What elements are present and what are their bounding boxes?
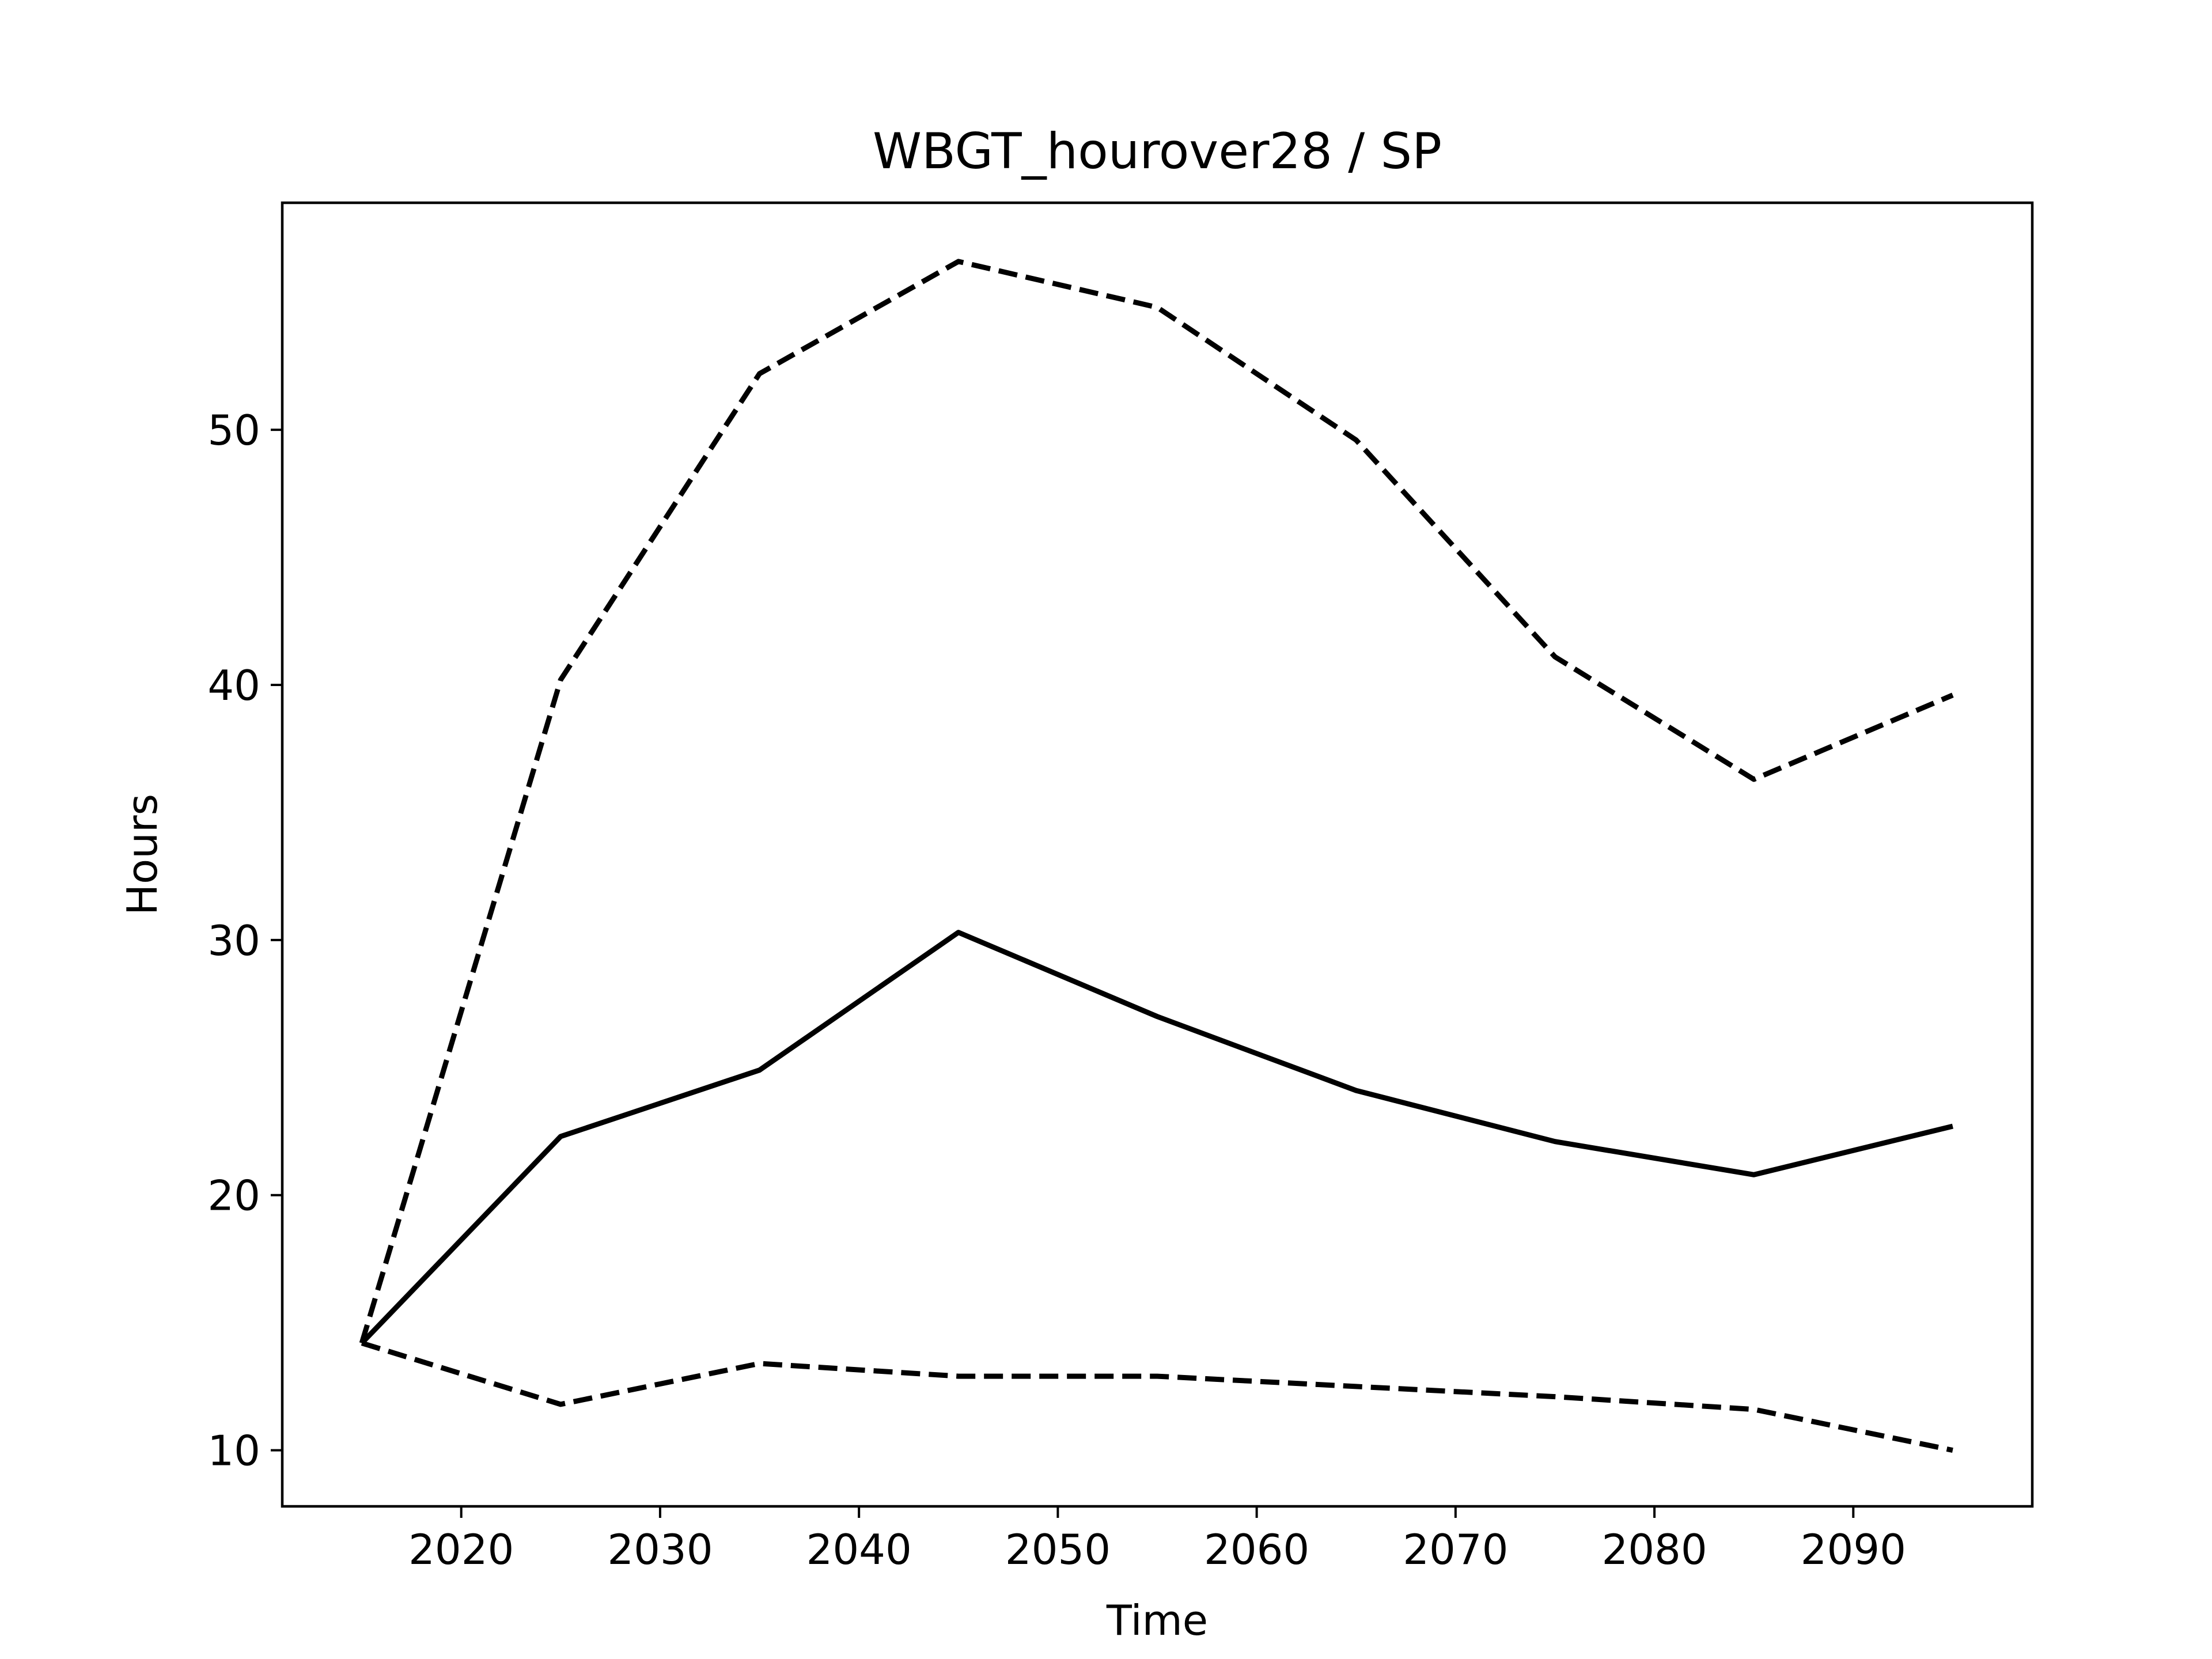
x-tick-label: 2080 (1601, 1525, 1707, 1574)
y-tick-label: 10 (207, 1427, 260, 1475)
series-line-1-dashed (359, 259, 1954, 1344)
y-tick-label: 20 (207, 1172, 260, 1220)
series-layer (359, 259, 1954, 1453)
series-line-2-solid (359, 930, 1953, 1345)
x-axis-ticks: 2020 2030 2040 2050 2060 2070 2080 2090 (408, 1506, 1906, 1574)
series-line-3-dashed (361, 1340, 1953, 1453)
x-axis-label: Time (1106, 1596, 1208, 1645)
x-tick-label: 2070 (1403, 1525, 1508, 1574)
x-tick-label: 2060 (1204, 1525, 1309, 1574)
x-tick-label: 2090 (1801, 1525, 1906, 1574)
x-tick-label: 2030 (607, 1525, 713, 1574)
y-tick-label: 30 (207, 916, 260, 965)
y-tick-label: 40 (207, 661, 260, 710)
chart-title: WBGT_hourover28 / SP (873, 123, 1442, 180)
x-tick-label: 2040 (806, 1525, 912, 1574)
plot-frame (281, 201, 2034, 1508)
x-tick-label: 2050 (1005, 1525, 1111, 1574)
x-tick-label: 2020 (408, 1525, 514, 1574)
y-axis-ticks: 10 20 30 40 50 (207, 406, 282, 1475)
y-tick-label: 50 (207, 406, 260, 454)
y-axis-label: Hours (118, 794, 166, 915)
